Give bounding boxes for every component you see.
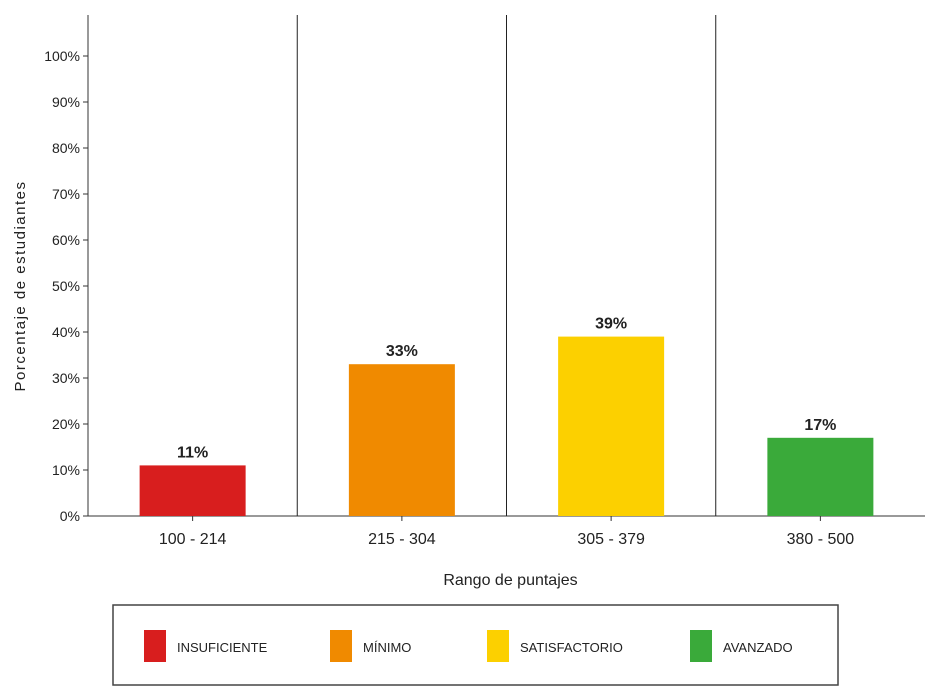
bar (139, 465, 246, 516)
legend-box (112, 604, 839, 686)
y-tick-label: 90% (52, 94, 80, 110)
y-tick-label: 50% (52, 278, 80, 294)
legend-label: MÍNIMO (363, 640, 411, 655)
legend-label: SATISFACTORIO (520, 640, 623, 655)
y-tick-label: 60% (52, 232, 80, 248)
data-label: 17% (804, 417, 836, 434)
y-tick-label: 40% (52, 324, 80, 340)
y-tick-label: 100% (44, 48, 80, 64)
legend-label: INSUFICIENTE (177, 640, 268, 655)
y-tick-label: 10% (52, 462, 80, 478)
x-tick-label: 305 - 379 (577, 531, 645, 548)
legend-swatch (144, 630, 166, 662)
x-tick-label: 380 - 500 (787, 531, 855, 548)
legend-swatch (690, 630, 712, 662)
y-tick-label: 80% (52, 140, 80, 156)
legend-swatch (330, 630, 352, 662)
data-label: 39% (595, 316, 627, 333)
x-axis-title: Rango de puntajes (443, 572, 577, 589)
legend-label: AVANZADO (723, 640, 793, 655)
y-axis-title: Porcentaje de estudiantes (12, 181, 29, 392)
data-label: 11% (177, 444, 208, 461)
y-tick-label: 0% (60, 508, 80, 524)
x-tick-label: 100 - 214 (159, 531, 227, 548)
bar (767, 437, 874, 516)
y-tick-label: 70% (52, 186, 80, 202)
x-tick-label: 215 - 304 (368, 531, 436, 548)
bar (558, 336, 665, 516)
legend-swatch (487, 630, 509, 662)
bar (348, 364, 455, 516)
y-tick-label: 20% (52, 416, 80, 432)
y-tick-label: 30% (52, 370, 80, 386)
data-label: 33% (386, 343, 418, 360)
